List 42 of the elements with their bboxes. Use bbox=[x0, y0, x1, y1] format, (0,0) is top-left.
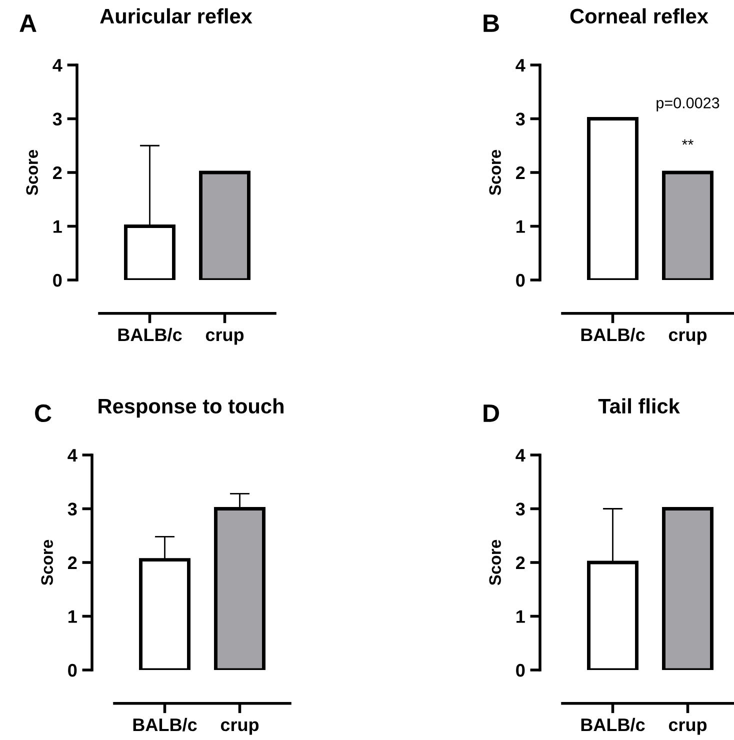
y-tick-label: 3 bbox=[68, 502, 77, 516]
y-tick-label: 3 bbox=[516, 112, 525, 126]
y-tick-label: 1 bbox=[516, 610, 525, 623]
chart-title: Tail flick bbox=[598, 398, 680, 414]
text: A bbox=[20, 14, 36, 32]
chart-title: Response to touch bbox=[98, 398, 284, 418]
y-axis-title: Score bbox=[26, 150, 38, 196]
y-tick-label: 0 bbox=[53, 274, 62, 287]
y-tick-label: 4 bbox=[68, 449, 78, 462]
text: B bbox=[484, 14, 499, 32]
y-tick-label: 1 bbox=[516, 220, 525, 233]
y-tick-label: 0 bbox=[68, 664, 77, 677]
y-tick-label: 4 bbox=[516, 59, 526, 72]
y-tick-label: 3 bbox=[52, 112, 62, 126]
y-tick-label: 2 bbox=[516, 556, 525, 570]
chart-title: Auricular reflex bbox=[100, 8, 252, 24]
x-tick-label: BALB/c bbox=[581, 328, 645, 342]
y-axis-title: Score bbox=[489, 150, 501, 196]
y-tick-label: 1 bbox=[54, 220, 62, 233]
text: D bbox=[484, 404, 500, 422]
y-tick-label: 4 bbox=[516, 449, 526, 462]
y-axis-title: Score bbox=[489, 540, 501, 586]
x-tick-label: crup bbox=[668, 721, 707, 735]
y-tick-label: 0 bbox=[516, 664, 525, 677]
annotation: ** bbox=[682, 139, 694, 145]
annotation: p=0.0023 bbox=[656, 98, 720, 112]
x-tick-label: crup bbox=[206, 331, 244, 345]
x-tick-label: BALB/c bbox=[581, 718, 645, 732]
x-tick-label: crup bbox=[668, 331, 707, 345]
y-tick-label: 2 bbox=[68, 556, 77, 570]
y-tick-label: 2 bbox=[53, 166, 62, 180]
x-tick-label: BALB/c bbox=[133, 718, 197, 732]
text: C bbox=[35, 404, 52, 422]
y-tick-label: 0 bbox=[516, 274, 525, 287]
y-tick-label: 3 bbox=[516, 502, 525, 516]
y-tick-label: 1 bbox=[68, 610, 77, 623]
y-tick-label: 4 bbox=[52, 59, 62, 72]
y-tick-label: 2 bbox=[516, 166, 525, 180]
y-axis-title: Score bbox=[41, 540, 53, 586]
chart-title: Corneal reflex bbox=[570, 8, 708, 24]
x-tick-label: crup bbox=[220, 721, 259, 735]
x-tick-label: BALB/c bbox=[118, 328, 182, 342]
